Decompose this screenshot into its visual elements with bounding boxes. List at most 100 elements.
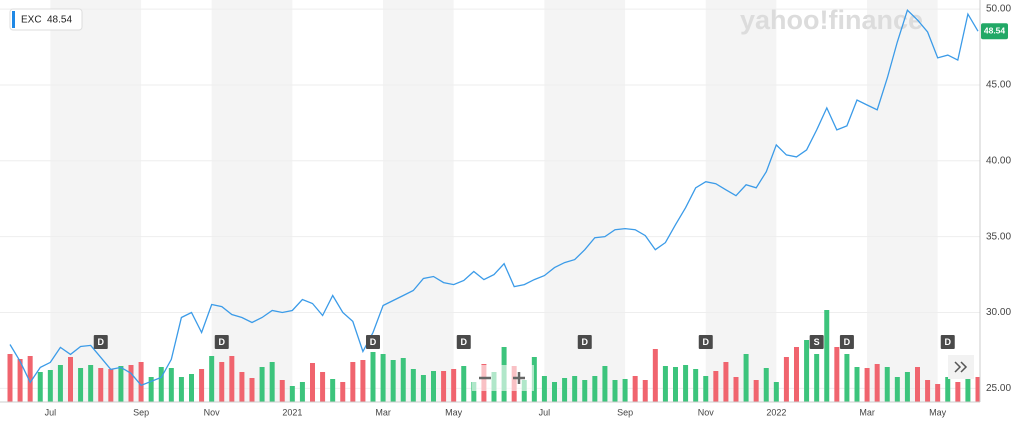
volume-bar xyxy=(148,377,154,402)
legend-box xyxy=(9,8,83,31)
event-marker xyxy=(577,335,592,349)
event-marker xyxy=(214,335,229,349)
volume-bar xyxy=(662,366,668,402)
volume-bar xyxy=(451,369,457,402)
volume-bar xyxy=(189,374,194,402)
legend: EXC 48.54 xyxy=(9,8,83,31)
volume-bar xyxy=(410,369,416,402)
volume-bar xyxy=(7,354,13,402)
volume-bar xyxy=(642,380,648,402)
price-line xyxy=(9,9,979,387)
volume-bar xyxy=(88,365,94,402)
volume-bar xyxy=(854,367,860,402)
volume-bar xyxy=(420,375,426,402)
y-tick-label: 45.00 xyxy=(986,80,1011,91)
volume-bar xyxy=(461,366,467,402)
event-marker xyxy=(366,335,380,349)
volume-bar xyxy=(98,368,104,402)
month-band xyxy=(867,0,938,402)
event-marker xyxy=(93,335,108,349)
volume-bar xyxy=(975,377,981,402)
volume-bar xyxy=(400,358,406,402)
volume-bar xyxy=(219,362,225,402)
volume-bar xyxy=(753,380,759,402)
grid xyxy=(0,8,980,389)
y-tick-label: 30.00 xyxy=(986,307,1011,318)
volume-bar xyxy=(945,377,951,402)
volume-bar xyxy=(380,354,386,402)
volume-bar xyxy=(602,366,608,402)
volume-bar xyxy=(178,377,184,402)
volume-bar xyxy=(612,380,618,402)
month-band xyxy=(383,0,454,402)
volume-bar xyxy=(572,376,578,402)
volume-bar xyxy=(592,376,598,402)
volume-bar xyxy=(27,356,33,402)
volume-bar xyxy=(259,367,265,402)
y-tick-label: 50.00 xyxy=(986,4,1011,15)
watermark: yahoo!finance xyxy=(740,5,923,35)
volume-bar xyxy=(168,368,174,402)
volume-bar xyxy=(894,377,900,402)
volume-bar xyxy=(128,365,134,402)
volume-bar xyxy=(552,382,557,402)
month-band xyxy=(705,0,777,402)
volume-bar xyxy=(289,386,295,402)
volume-bar xyxy=(794,347,799,402)
volume-bar xyxy=(713,371,719,402)
y-tick-label: 25.00 xyxy=(986,383,1011,394)
volume-bar xyxy=(673,367,678,402)
volume-bar xyxy=(783,357,789,402)
x-tick-label: May xyxy=(929,407,947,417)
volume-bar xyxy=(804,340,810,402)
volume-bar xyxy=(108,369,114,402)
volume-bar xyxy=(249,378,255,402)
volume-bar xyxy=(209,356,215,402)
volume-bar xyxy=(824,310,830,402)
scroll-button[interactable] xyxy=(948,355,974,379)
volume-bar xyxy=(683,365,689,402)
volume-bar xyxy=(814,354,820,402)
volume-bar xyxy=(239,372,245,402)
volume-bar xyxy=(441,371,447,402)
volume-bar xyxy=(632,376,638,402)
volume-bar xyxy=(68,357,73,402)
volume-bar xyxy=(138,362,144,402)
volume-bar xyxy=(299,382,305,402)
volume-bar xyxy=(360,360,366,402)
volume-bar xyxy=(350,362,356,402)
x-tick-label: Mar xyxy=(859,407,875,417)
event-label: D xyxy=(461,337,468,347)
volume-bar xyxy=(884,367,890,402)
x-tick-label: 2021 xyxy=(282,407,302,417)
volume-bar xyxy=(925,380,931,402)
x-tick-label: Nov xyxy=(698,407,715,417)
volume-bar xyxy=(693,369,699,402)
volume-bar xyxy=(37,372,43,402)
volume-bar xyxy=(562,378,568,402)
x-tick-label: Mar xyxy=(375,407,391,417)
scroll-icon xyxy=(954,361,968,373)
volume-bar xyxy=(370,352,376,402)
volume-bar xyxy=(582,380,588,402)
volume-bar xyxy=(955,382,961,402)
legend-symbol: EXC xyxy=(21,15,42,26)
x-tick-label: Sep xyxy=(617,407,633,417)
volume-bar xyxy=(47,370,53,402)
volume-bar xyxy=(703,376,709,402)
volume-bar xyxy=(834,347,840,402)
event-label: D xyxy=(582,337,589,347)
volume-bar xyxy=(622,379,628,402)
zoom-controls[interactable] xyxy=(472,365,534,391)
event-label: D xyxy=(98,337,105,347)
volume-bar xyxy=(763,368,769,402)
event-marker xyxy=(698,335,713,349)
volume-bar xyxy=(390,360,396,402)
volume-bar xyxy=(330,379,336,402)
volume-bar xyxy=(118,366,124,402)
volume-bar xyxy=(904,372,910,402)
price-tag-label: 48.54 xyxy=(984,25,1006,35)
volume-bar xyxy=(340,382,346,402)
